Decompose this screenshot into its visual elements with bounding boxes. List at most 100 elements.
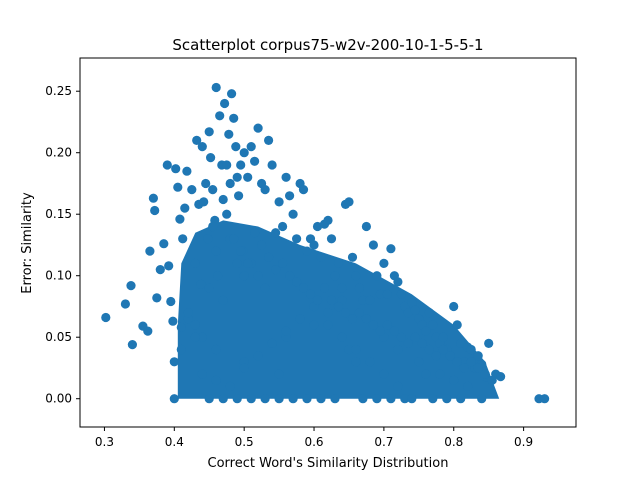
scatter-point: [540, 394, 550, 404]
scatter-point: [211, 82, 221, 93]
x-tick-label: 0.4: [165, 435, 184, 449]
scatter-point: [176, 322, 186, 332]
scatter-point: [305, 289, 316, 299]
scatter-point: [278, 258, 288, 268]
scatter-point: [337, 332, 347, 342]
y-tick-label: 0.15: [45, 207, 72, 221]
scatter-point: [239, 148, 249, 158]
scatter-point: [206, 153, 216, 163]
scatter-point: [190, 320, 200, 330]
x-tick-label: 0.3: [95, 435, 114, 449]
data-points: [101, 82, 550, 404]
scatter-point: [288, 209, 298, 219]
scatter-point: [274, 394, 284, 404]
scatter-point: [224, 129, 234, 139]
x-tick-label: 0.8: [444, 435, 463, 449]
scatter-point: [197, 369, 207, 379]
scatter-point: [204, 394, 214, 404]
scatter-point: [120, 299, 130, 309]
scatter-point: [243, 258, 253, 268]
scatter-point: [312, 295, 323, 305]
scatter-point: [354, 308, 364, 318]
scatter-point: [250, 228, 260, 238]
scatter-point: [417, 338, 427, 348]
y-tick-label: 0.10: [45, 269, 72, 283]
scatter-point: [218, 394, 228, 404]
scatter-point: [375, 289, 385, 299]
scatter-point: [449, 375, 459, 385]
scatter-point: [239, 363, 249, 373]
scatter-point: [203, 234, 213, 244]
scatter-point: [178, 234, 188, 244]
scatter-point: [278, 221, 288, 232]
scatter-point: [340, 308, 351, 318]
scatter-point: [253, 351, 263, 361]
scatter-point: [192, 135, 202, 145]
scatter-point: [190, 258, 200, 268]
scatter-point: [271, 228, 281, 238]
scatter-point: [466, 357, 476, 367]
scatter-point: [274, 197, 284, 207]
scatter-point: [176, 344, 186, 355]
scatter-point: [410, 305, 420, 315]
scatter-point: [148, 193, 158, 203]
scatter-point: [442, 394, 452, 404]
scatter-point: [452, 320, 462, 330]
scatter-point: [351, 344, 361, 355]
scatter-point: [344, 197, 354, 207]
scatter-point: [232, 172, 242, 182]
scatter-point: [484, 338, 494, 348]
scatter-point: [382, 289, 392, 299]
scatter-point: [281, 326, 291, 336]
scatter-point: [281, 172, 291, 182]
scatter-point: [208, 221, 218, 232]
scatter-point: [319, 283, 330, 293]
scatter-point: [143, 326, 153, 336]
scatter-point: [197, 142, 207, 152]
scatter-point: [449, 301, 459, 312]
scatter-point: [375, 326, 385, 336]
y-tick-label: 0.25: [45, 84, 72, 98]
scatter-point: [372, 394, 382, 404]
scatter-point: [173, 182, 183, 192]
scatter-point: [204, 283, 214, 293]
scatter-point: [487, 375, 497, 385]
x-tick-label: 0.9: [514, 435, 533, 449]
scatter-point: [264, 135, 274, 145]
x-tick-label: 0.7: [374, 435, 393, 449]
scatter-point: [330, 394, 340, 404]
scatter-point: [246, 394, 256, 404]
scatter-point: [421, 326, 431, 336]
scatter-point: [231, 142, 241, 152]
scatter-point: [403, 338, 413, 348]
scatter-point: [396, 332, 406, 342]
scatter-point: [225, 381, 235, 391]
scatter-point: [267, 160, 277, 170]
scatter-point: [407, 298, 417, 308]
scatter-point: [431, 351, 441, 361]
scatter-point: [347, 314, 358, 324]
scatter-point: [445, 351, 455, 361]
scatter-point: [428, 394, 438, 404]
scatter-point: [171, 164, 181, 174]
scatter-point: [236, 246, 246, 256]
scatter-point: [145, 246, 155, 256]
plot-frame: [79, 57, 577, 428]
scatter-point: [414, 357, 424, 367]
scatter-point: [438, 344, 448, 355]
scatter-point: [351, 357, 361, 367]
scatter-point: [211, 344, 221, 355]
y-axis-label: Error: Similarity: [20, 192, 35, 294]
scatter-point: [333, 301, 344, 312]
scatter-point: [326, 295, 337, 305]
scatter-point: [473, 351, 483, 361]
scatter-point: [127, 340, 137, 350]
scatter-point: [435, 369, 445, 379]
scatter-point: [365, 357, 375, 367]
scatter-point: [246, 142, 256, 152]
scatter-point: [477, 394, 487, 404]
scatter-point: [267, 338, 277, 348]
scatter-point: [232, 394, 242, 404]
scatter-point: [126, 281, 136, 291]
